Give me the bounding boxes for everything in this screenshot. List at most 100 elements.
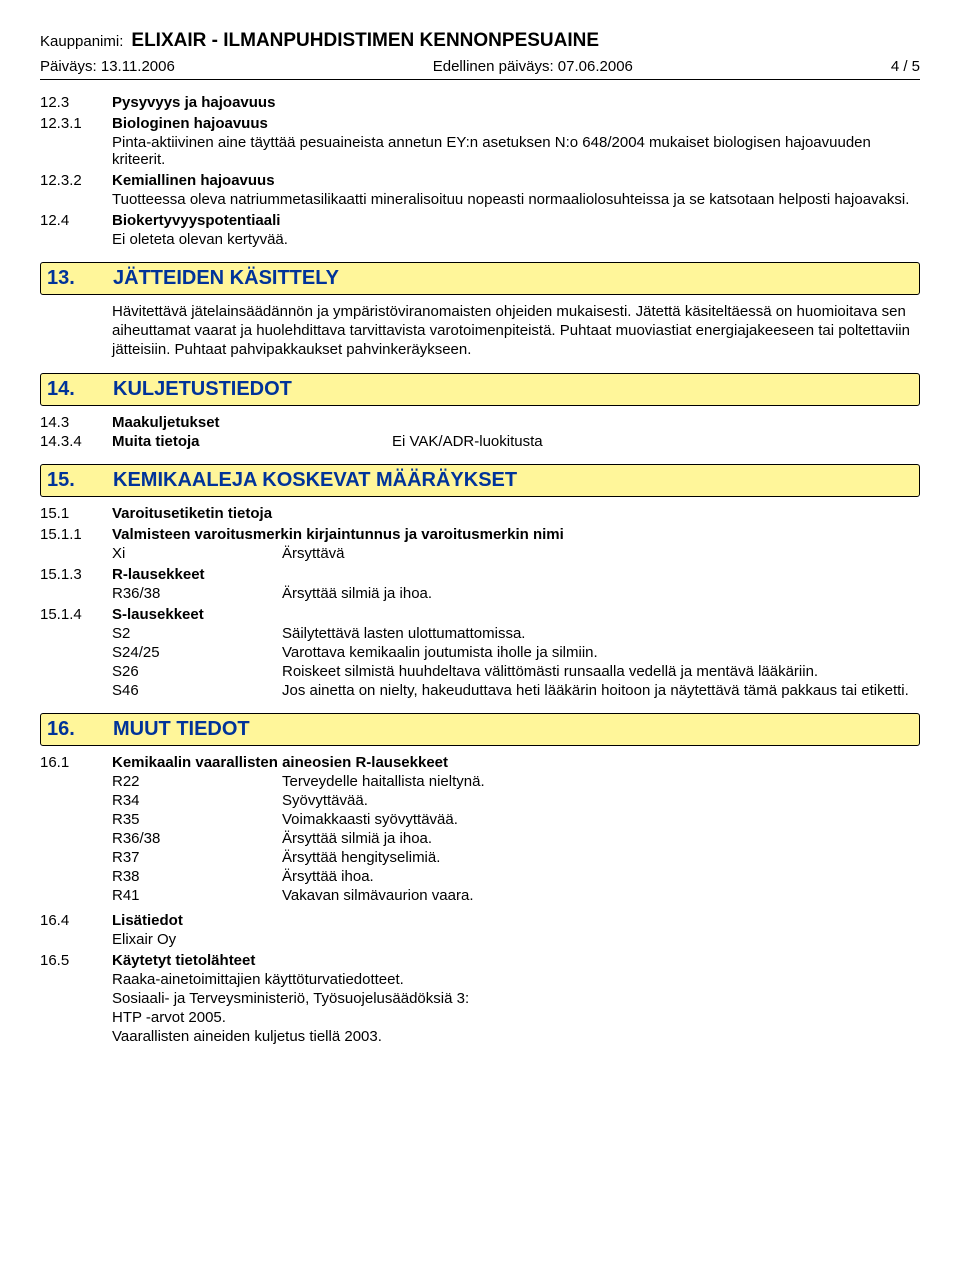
val-r37: Ärsyttää hengityselimiä.: [282, 849, 920, 866]
val-s26: Roiskeet silmistä huuhdeltava välittömäs…: [282, 663, 920, 680]
text-16-5-l3: Vaarallisten aineiden kuljetus tiellä 20…: [112, 1028, 920, 1045]
num-14-3: 14.3: [40, 414, 112, 431]
text-16-4: Elixair Oy: [112, 931, 920, 948]
row-s2: S2 Säilytettävä lasten ulottumattomissa.: [112, 625, 920, 642]
val-r35: Voimakkaasti syövyttävää.: [282, 811, 920, 828]
row-r38: R38 Ärsyttää ihoa.: [112, 868, 920, 885]
title-16-4: Lisätiedot: [112, 912, 920, 929]
entry-16-5: 16.5 Käytetyt tietolähteet: [40, 952, 920, 969]
section-16-header: 16. MUUT TIEDOT: [40, 713, 920, 746]
title-12-4: Biokertyvyyspotentiaali: [112, 212, 920, 229]
val-s46: Jos ainetta on nielty, hakeuduttava heti…: [282, 682, 920, 699]
title-15-1: Varoitusetiketin tietoja: [112, 505, 920, 522]
code-s24-25: S24/25: [112, 644, 282, 661]
num-12-3: 12.3: [40, 94, 112, 111]
section-15-title: KEMIKAALEJA KOSKEVAT MÄÄRÄYKSET: [113, 469, 517, 492]
row-s46: S46 Jos ainetta on nielty, hakeuduttava …: [112, 682, 920, 699]
row-r41: R41 Vakavan silmävaurion vaara.: [112, 887, 920, 904]
code-r37: R37: [112, 849, 282, 866]
title-12-3: Pysyvyys ja hajoavuus: [112, 94, 920, 111]
entry-15-1-4: 15.1.4 S-lausekkeet: [40, 606, 920, 623]
header-title: ELIXAIR - ILMANPUHDISTIMEN KENNONPESUAIN…: [131, 30, 599, 52]
code-s2: S2: [112, 625, 282, 642]
code-xi: Xi: [112, 545, 282, 562]
row-r36-38: R36/38 Ärsyttää silmiä ja ihoa.: [112, 585, 920, 602]
num-16-1: 16.1: [40, 754, 112, 771]
title-12-3-1: Biologinen hajoavuus: [112, 115, 920, 132]
num-15-1-1: 15.1.1: [40, 526, 112, 543]
num-12-3-1: 12.3.1: [40, 115, 112, 132]
title-15-1-3: R-lausekkeet: [112, 566, 920, 583]
row-s24-25: S24/25 Varottava kemikaalin joutumista i…: [112, 644, 920, 661]
section-13-header: 13. JÄTTEIDEN KÄSITTELY: [40, 262, 920, 295]
doc-header-row1: Kauppanimi: ELIXAIR - ILMANPUHDISTIMEN K…: [40, 30, 920, 52]
entry-12-3-2: 12.3.2 Kemiallinen hajoavuus: [40, 172, 920, 189]
entry-15-1-3: 15.1.3 R-lausekkeet: [40, 566, 920, 583]
section-14-header: 14. KULJETUSTIEDOT: [40, 373, 920, 406]
val-r22: Terveydelle haitallista nieltynä.: [282, 773, 920, 790]
section-14-title: KULJETUSTIEDOT: [113, 378, 292, 401]
row-r34: R34 Syövyttävää.: [112, 792, 920, 809]
entry-12-3-1: 12.3.1 Biologinen hajoavuus: [40, 115, 920, 132]
code-s46: S46: [112, 682, 282, 699]
title-12-3-2: Kemiallinen hajoavuus: [112, 172, 920, 189]
row-r22: R22 Terveydelle haitallista nieltynä.: [112, 773, 920, 790]
code-r3638: R36/38: [112, 830, 282, 847]
entry-12-4: 12.4 Biokertyvyyspotentiaali: [40, 212, 920, 229]
text-16-5-l0: Raaka-ainetoimittajien käyttöturvatiedot…: [112, 971, 920, 988]
section-15-header: 15. KEMIKAALEJA KOSKEVAT MÄÄRÄYKSET: [40, 464, 920, 497]
entry-16-4: 16.4 Lisätiedot: [40, 912, 920, 929]
val-r38: Ärsyttää ihoa.: [282, 868, 920, 885]
num-12-3-2: 12.3.2: [40, 172, 112, 189]
row-s26: S26 Roiskeet silmistä huuhdeltava välitt…: [112, 663, 920, 680]
entry-15-1-1: 15.1.1 Valmisteen varoitusmerkin kirjain…: [40, 526, 920, 543]
title-16-5: Käytetyt tietolähteet: [112, 952, 920, 969]
num-14-3-4: 14.3.4: [40, 433, 112, 450]
val-r3638: Ärsyttää silmiä ja ihoa.: [282, 830, 920, 847]
row-r35: R35 Voimakkaasti syövyttävää.: [112, 811, 920, 828]
code-r34: R34: [112, 792, 282, 809]
code-s26: S26: [112, 663, 282, 680]
val-xi: Ärsyttävä: [282, 545, 920, 562]
entry-14-3-4: 14.3.4 Muita tietoja Ei VAK/ADR-luokitus…: [40, 433, 920, 450]
header-label: Kauppanimi:: [40, 33, 123, 50]
text-12-3-2: Tuotteessa oleva natriummetasilikaatti m…: [112, 191, 920, 208]
entry-15-1: 15.1 Varoitusetiketin tietoja: [40, 505, 920, 522]
entry-12-3: 12.3 Pysyvyys ja hajoavuus: [40, 94, 920, 111]
title-14-3: Maakuljetukset: [112, 414, 920, 431]
title-16-1: Kemikaalin vaarallisten aineosien R-laus…: [112, 754, 920, 771]
value-14-3-4: Ei VAK/ADR-luokitusta: [392, 433, 543, 450]
title-15-1-4: S-lausekkeet: [112, 606, 920, 623]
title-14-3-4: Muita tietoja: [112, 433, 392, 450]
code-r38: R38: [112, 868, 282, 885]
val-s2: Säilytettävä lasten ulottumattomissa.: [282, 625, 920, 642]
val-r41: Vakavan silmävaurion vaara.: [282, 887, 920, 904]
num-15-1-3: 15.1.3: [40, 566, 112, 583]
num-15-1-4: 15.1.4: [40, 606, 112, 623]
text-12-3-1: Pinta-aktiivinen aine täyttää pesuaineis…: [112, 134, 920, 168]
section-13-num: 13.: [47, 267, 113, 290]
code-r35: R35: [112, 811, 282, 828]
row-r3638: R36/38 Ärsyttää silmiä ja ihoa.: [112, 830, 920, 847]
section-16-title: MUUT TIEDOT: [113, 718, 250, 741]
num-16-5: 16.5: [40, 952, 112, 969]
num-16-4: 16.4: [40, 912, 112, 929]
text-12-4: Ei oleteta olevan kertyvää.: [112, 231, 920, 248]
val-r34: Syövyttävää.: [282, 792, 920, 809]
entry-14-3: 14.3 Maakuljetukset: [40, 414, 920, 431]
text-16-5-l2: HTP -arvot 2005.: [112, 1009, 920, 1026]
code-r36-38: R36/38: [112, 585, 282, 602]
row-r37: R37 Ärsyttää hengityselimiä.: [112, 849, 920, 866]
title-15-1-1: Valmisteen varoitusmerkin kirjaintunnus …: [112, 526, 920, 543]
val-r36-38: Ärsyttää silmiä ja ihoa.: [282, 585, 920, 602]
row-15-1-1-xi: Xi Ärsyttävä: [112, 545, 920, 562]
text-16-5-l1: Sosiaali- ja Terveysministeriö, Työsuoje…: [112, 990, 920, 1007]
section-13-title: JÄTTEIDEN KÄSITTELY: [113, 267, 339, 290]
code-r22: R22: [112, 773, 282, 790]
section-15-num: 15.: [47, 469, 113, 492]
header-page: 4 / 5: [891, 58, 920, 75]
section-13-body: Hävitettävä jätelainsäädännön ja ympäris…: [112, 303, 920, 359]
header-date: Päiväys: 13.11.2006: [40, 58, 175, 75]
num-12-4: 12.4: [40, 212, 112, 229]
entry-16-1: 16.1 Kemikaalin vaarallisten aineosien R…: [40, 754, 920, 771]
